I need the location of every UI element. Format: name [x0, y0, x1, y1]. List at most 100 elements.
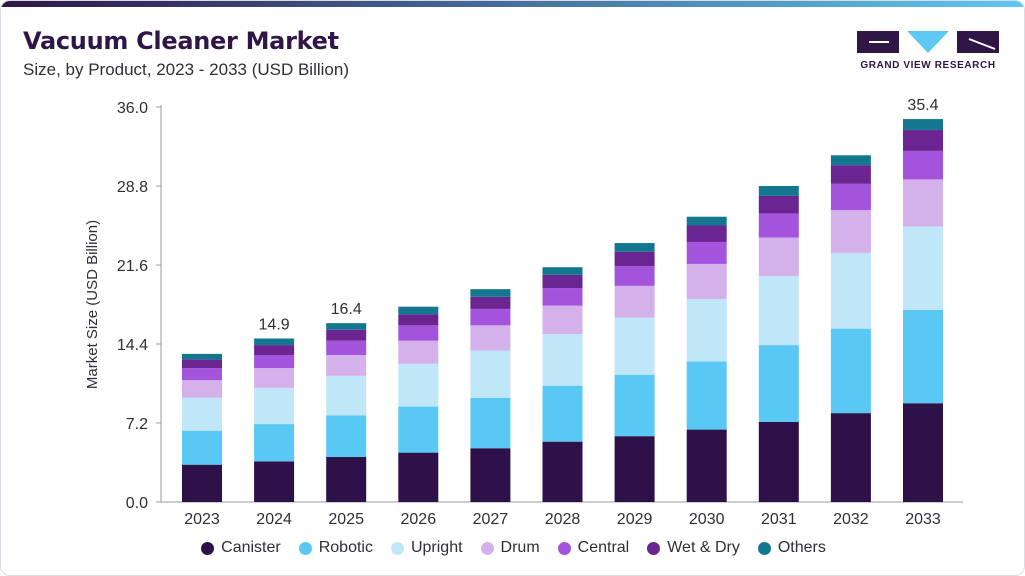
- bar-segment-wet-dry-2028: [542, 274, 583, 289]
- legend-label: Central: [577, 539, 630, 556]
- bar-segment-robotic-2030: [686, 361, 727, 430]
- bar-segment-drum-2025: [326, 354, 367, 376]
- legend-item-others: Others: [757, 539, 826, 557]
- bar-segment-drum-2031: [758, 237, 799, 276]
- legend-item-drum: Drum: [480, 539, 540, 557]
- bar-segment-upright-2032: [830, 252, 871, 329]
- bar-segment-central-2029: [614, 266, 655, 286]
- bar-segment-wet-dry-2032: [830, 165, 871, 184]
- total-label-2033: 35.4: [907, 97, 938, 114]
- bar-segment-drum-2030: [686, 263, 727, 300]
- bar-segment-upright-2026: [398, 363, 439, 407]
- bar-segment-upright-2027: [470, 350, 511, 398]
- legend-swatch: [757, 541, 771, 555]
- bar-segment-canister-2023: [182, 464, 222, 502]
- bar-segment-drum-2024: [254, 368, 295, 388]
- y-tick-label: 0.0: [126, 495, 148, 512]
- brand-name: GRAND VIEW RESEARCH: [860, 60, 996, 71]
- bar-segment-robotic-2027: [470, 397, 511, 449]
- x-tick-label-2023: 2023: [184, 511, 220, 528]
- bar-segment-central-2028: [542, 288, 583, 306]
- y-tick-label: 14.4: [117, 337, 148, 354]
- y-axis-label: Market Size (USD Billion): [84, 220, 101, 389]
- bar-segment-others-2027: [470, 289, 511, 297]
- legend-label: Canister: [221, 539, 281, 556]
- bar-segment-central-2024: [254, 354, 295, 369]
- bar-segment-upright-2028: [542, 334, 583, 386]
- bar-segment-others-2025: [326, 323, 367, 330]
- legend-swatch: [298, 541, 312, 555]
- logo-mark-icon: [857, 31, 999, 53]
- x-tick-label-2026: 2026: [401, 511, 437, 528]
- bar-segment-central-2027: [470, 308, 511, 326]
- bar-segment-others-2023: [182, 353, 222, 360]
- bar-segment-canister-2027: [470, 448, 511, 502]
- legend-label: Upright: [410, 539, 463, 556]
- bar-segment-upright-2033: [903, 226, 943, 310]
- bar-segment-robotic-2032: [830, 328, 871, 414]
- bar-segment-central-2026: [398, 325, 439, 341]
- bar-segment-others-2029: [614, 243, 655, 252]
- bar-segment-canister-2030: [686, 429, 727, 502]
- bar-segment-central-2032: [830, 183, 871, 211]
- bar-segment-wet-dry-2025: [326, 329, 367, 341]
- bar-segment-canister-2025: [326, 457, 367, 502]
- bar-segment-wet-dry-2033: [903, 130, 943, 151]
- total-label-2024: 14.9: [259, 317, 290, 334]
- bar-segment-robotic-2025: [326, 415, 367, 458]
- chart-title: Vacuum Cleaner Market: [23, 27, 339, 55]
- bar-segment-canister-2028: [542, 441, 583, 502]
- legend-label: Others: [777, 539, 826, 556]
- bar-segment-others-2031: [758, 186, 799, 196]
- bar-segment-canister-2032: [830, 413, 871, 502]
- bar-segment-central-2025: [326, 340, 367, 355]
- chart-subtitle: Size, by Product, 2023 - 2033 (USD Billi…: [23, 60, 349, 79]
- bar-segment-wet-dry-2023: [182, 359, 222, 369]
- bar-segment-wet-dry-2026: [398, 314, 439, 326]
- bar-segment-robotic-2026: [398, 406, 439, 453]
- x-tick-label-2028: 2028: [545, 511, 581, 528]
- bar-segment-wet-dry-2027: [470, 296, 511, 309]
- legend-item-upright: Upright: [390, 539, 463, 557]
- bar-segment-robotic-2028: [542, 385, 583, 442]
- bar-segment-upright-2023: [182, 397, 222, 431]
- bar-segment-robotic-2033: [903, 309, 943, 404]
- bar-segment-canister-2029: [614, 436, 655, 502]
- legend-item-wet-dry: Wet & Dry: [647, 539, 740, 557]
- legend-swatch: [201, 541, 215, 555]
- bar-segment-canister-2026: [398, 452, 439, 502]
- bar-segment-others-2030: [686, 216, 727, 226]
- bar-segment-others-2033: [903, 119, 943, 131]
- bar-segment-wet-dry-2030: [686, 225, 727, 242]
- legend-swatch: [480, 541, 494, 555]
- x-tick-label-2025: 2025: [328, 511, 364, 528]
- y-tick-label: 28.8: [117, 179, 148, 196]
- bar-segment-drum-2028: [542, 305, 583, 335]
- bar-segment-wet-dry-2024: [254, 345, 295, 355]
- legend-label: Robotic: [318, 539, 373, 556]
- bar-segment-drum-2027: [470, 325, 511, 351]
- bar-segment-drum-2032: [830, 210, 871, 253]
- legend-swatch: [390, 541, 404, 555]
- x-tick-label-2031: 2031: [761, 511, 797, 528]
- bar-segment-wet-dry-2029: [614, 251, 655, 267]
- bar-segment-drum-2023: [182, 380, 222, 398]
- bar-segment-robotic-2029: [614, 374, 655, 437]
- bar-segment-robotic-2031: [758, 345, 799, 422]
- top-accent-bar: [1, 1, 1024, 7]
- x-tick-label-2027: 2027: [473, 511, 509, 528]
- bar-segment-drum-2026: [398, 340, 439, 364]
- total-label-2025: 16.4: [331, 301, 362, 318]
- legend-swatch: [557, 541, 571, 555]
- x-tick-label-2029: 2029: [617, 511, 653, 528]
- legend-label: Drum: [500, 539, 540, 556]
- x-tick-label-2032: 2032: [833, 511, 869, 528]
- y-tick-label: 36.0: [117, 100, 148, 117]
- bar-segment-drum-2029: [614, 285, 655, 318]
- y-tick-label: 7.2: [126, 416, 148, 433]
- legend-label: Wet & Dry: [667, 539, 740, 556]
- legend-item-central: Central: [557, 539, 630, 557]
- bar-segment-central-2023: [182, 368, 222, 381]
